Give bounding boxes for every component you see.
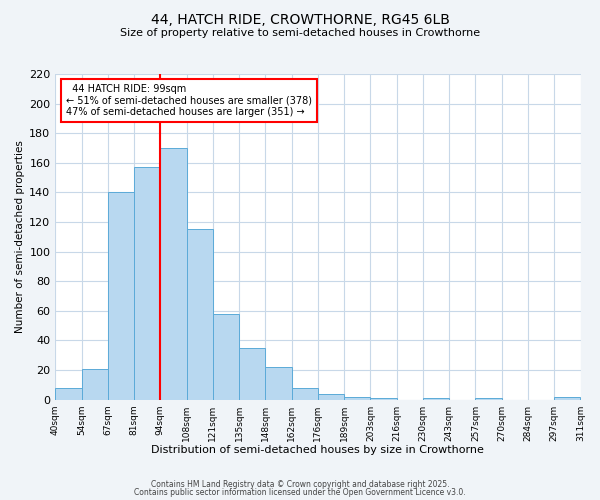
Bar [370, 398, 397, 400]
Bar [134, 167, 160, 400]
Text: 44, HATCH RIDE, CROWTHORNE, RG45 6LB: 44, HATCH RIDE, CROWTHORNE, RG45 6LB [151, 12, 449, 26]
Bar [187, 230, 213, 400]
Text: 44 HATCH RIDE: 99sqm
← 51% of semi-detached houses are smaller (378)
47% of semi: 44 HATCH RIDE: 99sqm ← 51% of semi-detac… [66, 84, 312, 117]
Bar [475, 398, 502, 400]
X-axis label: Distribution of semi-detached houses by size in Crowthorne: Distribution of semi-detached houses by … [151, 445, 484, 455]
Bar [239, 348, 265, 400]
Bar [318, 394, 344, 400]
Bar [213, 314, 239, 400]
Text: Contains HM Land Registry data © Crown copyright and database right 2025.: Contains HM Land Registry data © Crown c… [151, 480, 449, 489]
Text: Contains public sector information licensed under the Open Government Licence v3: Contains public sector information licen… [134, 488, 466, 497]
Bar [554, 396, 580, 400]
Y-axis label: Number of semi-detached properties: Number of semi-detached properties [15, 140, 25, 333]
Bar [265, 367, 292, 400]
Bar [344, 396, 370, 400]
Bar [82, 368, 108, 400]
Bar [55, 388, 82, 400]
Bar [423, 398, 449, 400]
Bar [108, 192, 134, 400]
Bar [292, 388, 318, 400]
Text: Size of property relative to semi-detached houses in Crowthorne: Size of property relative to semi-detach… [120, 28, 480, 38]
Bar [160, 148, 187, 400]
